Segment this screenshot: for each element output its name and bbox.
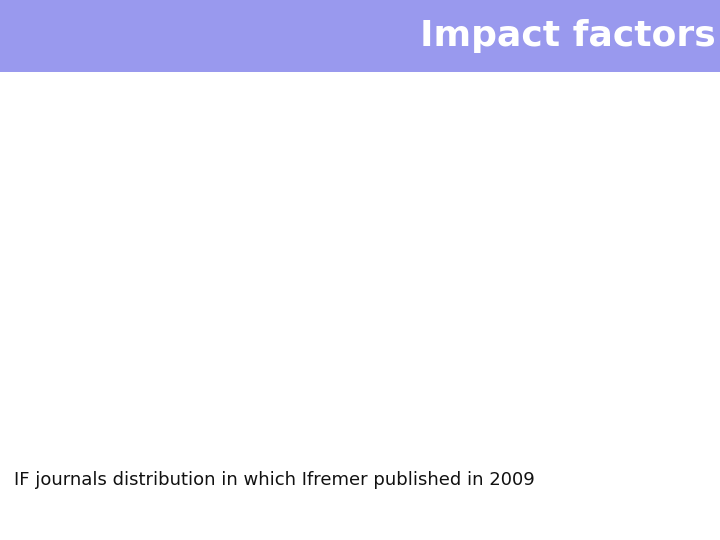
- Text: Impact factors: Impact factors: [420, 19, 716, 53]
- Text: IF journals distribution in which Ifremer published in 2009: IF journals distribution in which Ifreme…: [14, 471, 535, 489]
- Bar: [0, 0, 720, 72]
